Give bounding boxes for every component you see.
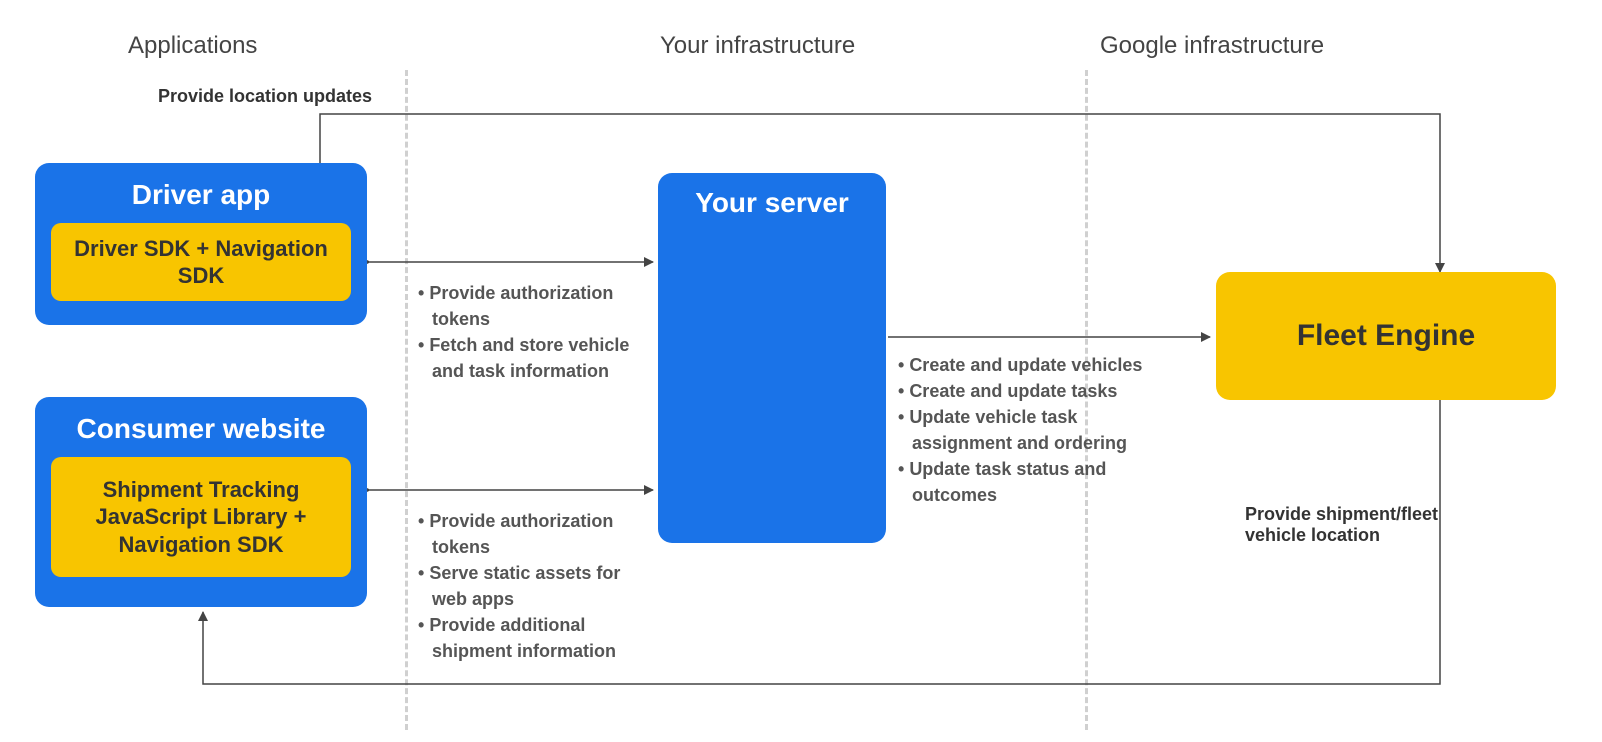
edge-label-top: Provide location updates (158, 86, 372, 107)
node-consumer-website-title: Consumer website (51, 413, 351, 445)
bullets-server-fleet: Create and update vehicles Create and up… (898, 352, 1158, 509)
edge-label-right: Provide shipment/fleet vehicle location (1245, 504, 1495, 546)
bullet: Provide authorization tokens (418, 280, 648, 332)
bullets-consumer-server: Provide authorization tokens Serve stati… (418, 508, 648, 665)
node-your-server: Your server (658, 173, 886, 543)
bullet: Serve static assets for web apps (418, 560, 648, 612)
bullet: Update vehicle task assignment and order… (898, 404, 1158, 456)
bullet: Create and update tasks (898, 378, 1158, 404)
node-driver-app-title: Driver app (51, 179, 351, 211)
bullet: Provide authorization tokens (418, 508, 648, 560)
node-fleet-engine-title: Fleet Engine (1297, 319, 1475, 353)
node-your-server-title: Your server (658, 187, 886, 219)
node-driver-app-sdk: Driver SDK + Navigation SDK (51, 223, 351, 301)
bullet: Provide additional shipment information (418, 612, 648, 664)
bullet: Fetch and store vehicle and task informa… (418, 332, 648, 384)
node-consumer-website-sdk: Shipment Tracking JavaScript Library + N… (51, 457, 351, 577)
node-driver-app: Driver app Driver SDK + Navigation SDK (35, 163, 367, 325)
section-title-google-infra: Google infrastructure (1100, 32, 1324, 60)
bullets-driver-server: Provide authorization tokens Fetch and s… (418, 280, 648, 384)
section-divider-left (405, 70, 408, 730)
node-fleet-engine: Fleet Engine (1216, 272, 1556, 400)
section-title-your-infra: Your infrastructure (660, 32, 855, 60)
bullet: Update task status and outcomes (898, 456, 1158, 508)
bullet: Create and update vehicles (898, 352, 1158, 378)
node-consumer-website: Consumer website Shipment Tracking JavaS… (35, 397, 367, 607)
section-title-applications: Applications (128, 32, 257, 60)
